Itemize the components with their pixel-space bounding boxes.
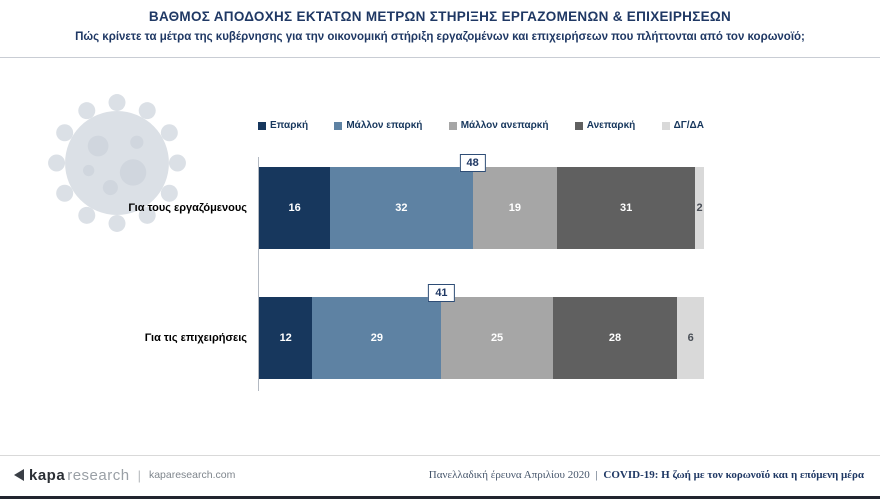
brand-name-kapa: kapa: [29, 466, 66, 484]
segment-value: 31: [619, 202, 633, 214]
legend-swatch-icon: [448, 121, 457, 130]
total-annotation-box: 41: [428, 284, 455, 302]
legend-swatch-icon: [334, 121, 343, 130]
footer-survey-info: Πανελλαδική έρευνα Απριλίου 2020 | COVID…: [429, 469, 864, 481]
chart-row: Για τους εργαζόμενους 16 32 19 31 2 48: [128, 154, 704, 249]
legend-item: Μάλλον ανεπαρκή: [448, 120, 549, 131]
segment-value: 2: [696, 202, 703, 214]
report-title: COVID-19: Η ζωή με τον κορωνοϊό και η επ…: [603, 469, 864, 481]
segment-value: 12: [279, 332, 292, 344]
legend-swatch-icon: [574, 121, 583, 130]
category-label: Για τις επιχειρήσεις: [144, 332, 247, 344]
footer: kapa research | kaparesearch.com Πανελλα…: [14, 461, 864, 489]
chart-legend: Επαρκή Μάλλον επαρκή Μάλλον ανεπαρκή Ανεπαρ…: [258, 120, 704, 131]
bar-segment: 31: [557, 167, 696, 249]
legend-label: Ανεπαρκή: [586, 120, 636, 131]
bottom-accent-bar: [0, 496, 880, 499]
bar-segment: 12: [259, 297, 313, 379]
segment-value: 25: [490, 332, 504, 344]
legend-item: Επαρκή: [258, 120, 308, 131]
category-label: Για τους εργαζόμενους: [128, 202, 247, 214]
footer-divider: [0, 455, 880, 456]
segment-value: 6: [687, 332, 694, 344]
stacked-bar-chart: Επαρκή Μάλλον επαρκή Μάλλον ανεπαρκή Ανεπαρ…: [88, 120, 728, 391]
kapa-logo-icon: [14, 469, 24, 481]
total-annotation-box: 48: [459, 154, 486, 172]
brand-url: kaparesearch.com: [148, 469, 236, 481]
bar-segment: 32: [330, 167, 473, 249]
footer-separator: |: [595, 469, 598, 481]
brand-separator: |: [137, 467, 141, 483]
bar-segment: 16: [259, 167, 331, 249]
brand-block: kapa research | kaparesearch.com: [14, 467, 235, 484]
legend-swatch-icon: [258, 121, 266, 130]
survey-info-text: Πανελλαδική έρευνα Απριλίου 2020: [428, 469, 590, 481]
bar-segment: 29: [312, 297, 442, 379]
brand-name-research: research: [67, 466, 130, 484]
legend-label: Μάλλον ανεπαρκή: [460, 120, 549, 131]
segment-value: 16: [288, 202, 301, 214]
header-divider: [0, 57, 880, 58]
legend-item: Ανεπαρκή: [574, 120, 636, 131]
bar-segment: 28: [552, 297, 678, 379]
legend-swatch-icon: [661, 121, 670, 130]
plot-area: Για τους εργαζόμενους 16 32 19 31 2 48 Για τις …: [128, 154, 704, 391]
chart-row: Για τις επιχειρήσεις 12 29 25 28 6 41: [145, 284, 704, 379]
bar-segment: 6: [677, 297, 704, 379]
bar-segment: 2: [695, 167, 704, 249]
legend-item: Μάλλον επαρκή: [334, 120, 422, 131]
segment-value: 19: [508, 202, 521, 214]
stacked-bar: 16 32 19 31 2: [259, 167, 704, 249]
virus-watermark-icon: [22, 78, 212, 253]
bar-segment: 25: [441, 297, 553, 379]
legend-label: Μάλλον επαρκή: [346, 120, 423, 131]
legend-label: ΔΓ/ΔΑ: [673, 120, 704, 131]
bar-segment: 19: [472, 167, 558, 249]
page-subtitle: Πώς κρίνετε τα μέτρα της κυβέρνησης για …: [75, 31, 805, 43]
segment-value: 32: [395, 202, 408, 214]
legend-item: ΔΓ/ΔΑ: [661, 120, 704, 131]
page-title: ΒΑΘΜΟΣ ΑΠΟΔΟΧΗΣ ΕΚΤΑΤΩΝ ΜΕΤΡΩΝ ΣΤΗΡΙΞΗΣ …: [148, 9, 732, 24]
segment-value: 29: [370, 332, 384, 344]
segment-value: 28: [608, 332, 622, 344]
legend-label: Επαρκή: [270, 120, 309, 131]
stacked-bar: 12 29 25 28 6: [259, 297, 704, 379]
